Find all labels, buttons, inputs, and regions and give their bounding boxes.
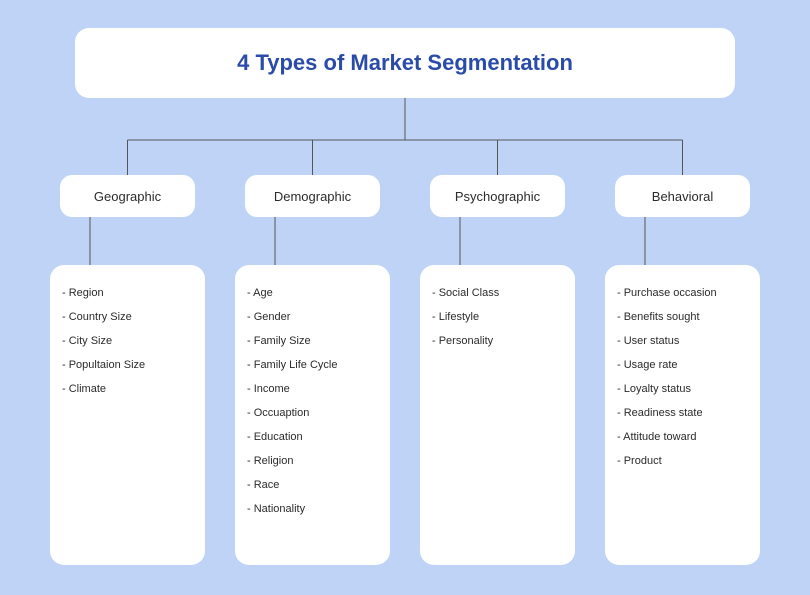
list-item: - Family Life Cycle: [247, 353, 380, 377]
list-item: - City Size: [62, 329, 195, 353]
category-label: Demographic: [274, 189, 351, 204]
list-item: - Climate: [62, 377, 195, 401]
list-item: - Nationality: [247, 497, 380, 521]
list-item: - Country Size: [62, 305, 195, 329]
list-item: - Family Size: [247, 329, 380, 353]
list-item: - Education: [247, 425, 380, 449]
diagram-canvas: 4 Types of Market Segmentation Geographi…: [0, 0, 810, 595]
title-text: 4 Types of Market Segmentation: [237, 50, 573, 76]
category-label: Geographic: [94, 189, 161, 204]
list-item: - Social Class: [432, 281, 565, 305]
list-item: - Usage rate: [617, 353, 750, 377]
list-item: - Occuaption: [247, 401, 380, 425]
list-item: - Personality: [432, 329, 565, 353]
category-label: Psychographic: [455, 189, 540, 204]
list-item: - Region: [62, 281, 195, 305]
category-box: Geographic: [60, 175, 195, 217]
list-item: - Readiness state: [617, 401, 750, 425]
list-item: - Religion: [247, 449, 380, 473]
title-box: 4 Types of Market Segmentation: [75, 28, 735, 98]
list-item: - User status: [617, 329, 750, 353]
list-item: - Purchase occasion: [617, 281, 750, 305]
list-item: - Product: [617, 449, 750, 473]
list-item: - Race: [247, 473, 380, 497]
list-item: - Gender: [247, 305, 380, 329]
list-item: - Loyalty status: [617, 377, 750, 401]
list-item: - Attitude toward: [617, 425, 750, 449]
category-box: Behavioral: [615, 175, 750, 217]
items-box: - Age- Gender- Family Size- Family Life …: [235, 265, 390, 565]
items-box: - Social Class- Lifestyle- Personality: [420, 265, 575, 565]
list-item: - Lifestyle: [432, 305, 565, 329]
category-box: Demographic: [245, 175, 380, 217]
list-item: - Popultaion Size: [62, 353, 195, 377]
items-box: - Purchase occasion- Benefits sought- Us…: [605, 265, 760, 565]
list-item: - Age: [247, 281, 380, 305]
items-box: - Region- Country Size- City Size- Popul…: [50, 265, 205, 565]
list-item: - Benefits sought: [617, 305, 750, 329]
category-box: Psychographic: [430, 175, 565, 217]
list-item: - Income: [247, 377, 380, 401]
category-label: Behavioral: [652, 189, 713, 204]
